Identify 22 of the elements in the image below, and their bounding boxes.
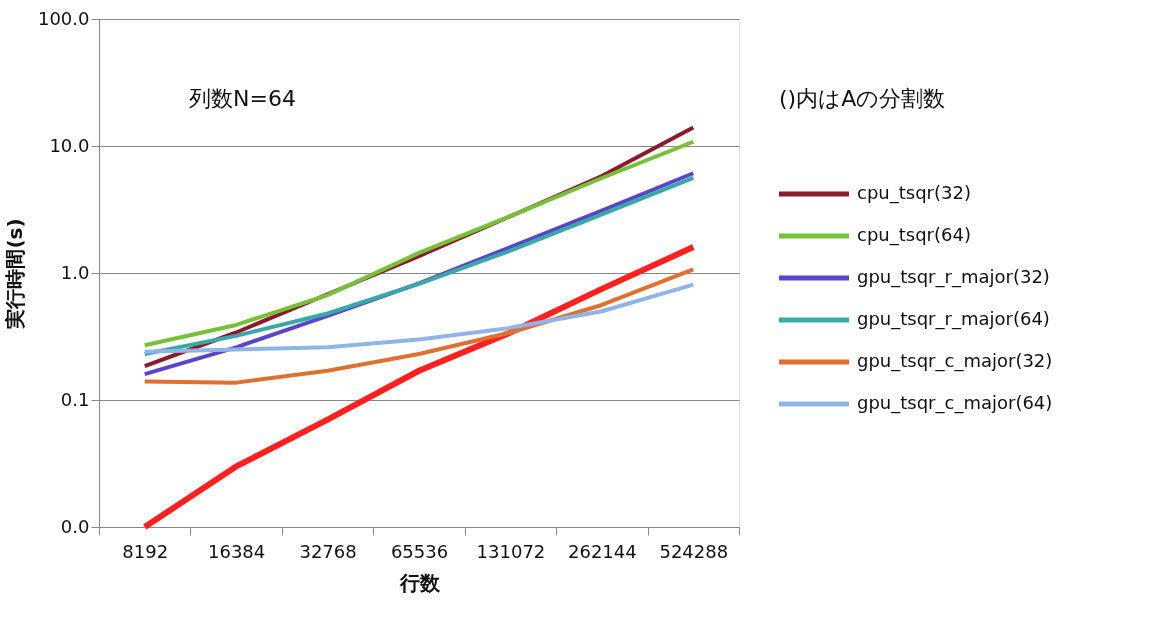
- x-axis-title: 行数: [398, 570, 441, 595]
- x-tick-label: 32768: [299, 540, 357, 562]
- y-tick-label: 100.0: [37, 7, 90, 29]
- x-tick-label: 16384: [208, 540, 266, 562]
- y-tick-label: 1.0: [60, 261, 90, 283]
- x-tick-label: 131072: [476, 540, 546, 562]
- legend-title: ()内はAの分割数: [779, 86, 946, 111]
- x-tick-label: 524288: [659, 540, 729, 562]
- legend-label: cpu_tsqr(64): [857, 224, 971, 246]
- legend-label: gpu_tsqr_c_major(32): [857, 350, 1053, 372]
- y-tick-label: 0.0: [60, 515, 90, 537]
- legend-label: gpu_tsqr_c_major(64): [857, 392, 1053, 414]
- legend-label: cpu_tsqr(32): [857, 182, 971, 204]
- x-tick-label: 65536: [390, 540, 449, 562]
- y-axis-title: 実行時間(s): [2, 218, 27, 330]
- annotation: 列数N=64: [189, 86, 296, 111]
- x-tick-label: 8192: [122, 540, 169, 562]
- x-tick-label: 262144: [568, 540, 637, 562]
- legend-label: gpu_tsqr_r_major(64): [857, 308, 1050, 330]
- y-tick-label: 10.0: [49, 134, 90, 156]
- y-tick-label: 0.1: [60, 388, 90, 410]
- legend-label: gpu_tsqr_r_major(32): [857, 266, 1050, 288]
